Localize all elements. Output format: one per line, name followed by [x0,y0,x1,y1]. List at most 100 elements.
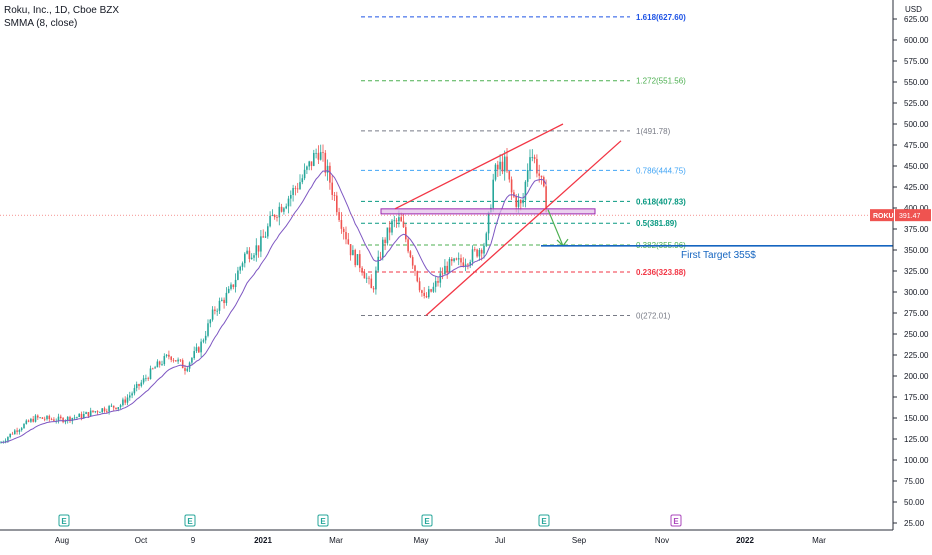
candle-body [446,265,448,273]
candle-body [257,245,260,252]
candle-body [467,264,469,266]
candle-body [499,161,501,170]
candle-body [237,270,239,280]
drawings[interactable]: First Target 355$ [0,123,893,317]
price-tick-label: 600.00 [904,36,929,45]
candle-body [198,347,200,353]
candle-body [57,416,60,421]
candle-body [214,309,216,311]
candle-body [338,212,340,221]
candle-body [448,259,451,273]
candle-body [398,217,400,222]
candle-body [453,258,455,262]
candle-body [455,258,458,260]
candle-body [522,199,524,204]
earnings-marker-label: E [187,517,193,526]
candle-body [538,173,540,176]
fib-level-label: 1(491.78) [636,127,671,136]
candle-body [508,171,511,180]
earnings-marker-label: E [424,517,430,526]
price-tick-label: 250.00 [904,330,929,339]
candle-body [423,292,425,296]
fib-level-label: 0.5(381.89) [636,219,677,228]
candle-body [161,364,163,365]
candle-body [506,156,508,172]
time-tick-label: May [413,536,428,545]
time-tick-label: Oct [135,536,148,545]
candle-body [234,279,237,288]
candle-body [78,413,80,418]
candle-body [524,181,527,200]
candle-body [126,397,129,403]
candle-body [317,152,320,160]
candle-body [124,399,126,403]
candle-body [347,239,350,245]
candle-body [7,437,9,441]
candle-body [345,232,347,240]
candle-body [110,405,113,407]
candle-body [149,368,152,379]
smma-series [0,170,547,443]
candle-body [9,433,11,438]
price-tick-label: 175.00 [904,393,929,402]
candle-body [533,157,536,159]
candle-body [349,244,352,256]
candle-body [287,198,290,207]
candle-body [46,415,48,420]
candle-body [437,281,439,283]
price-tick-label: 375.00 [904,225,929,234]
candle-body [342,228,345,233]
price-tick-label: 575.00 [904,57,929,66]
candle-body [39,417,41,419]
candle-body [531,157,534,158]
price-axis[interactable]: 625.00 600.00 575.00 550.00 525.00 500.00 475.… [0,0,931,531]
candle-body [379,256,382,258]
candle-body [92,410,94,412]
price-tick-label: 150.00 [904,414,929,423]
price-tick-label: 200.00 [904,372,929,381]
candle-body [209,319,212,324]
candle-body [200,341,202,353]
candle-body [99,412,101,413]
candle-body [278,206,281,218]
candle-body [168,354,170,357]
candle-body [377,256,379,271]
time-tick-label: 2022 [736,536,754,545]
candle-body [471,249,474,262]
candle-body [485,233,488,246]
candle-body [370,278,373,289]
candle-body [329,165,331,183]
indicator-title[interactable]: SMMA (8, close) [4,18,78,29]
candle-body [64,420,67,423]
candle-body [393,220,396,222]
candle-body [244,253,246,264]
candle-body [363,272,366,279]
candle-body [356,254,359,266]
candle-body [384,239,386,244]
candle-body [87,412,90,417]
candle-body [108,406,110,412]
candle-body [133,388,136,394]
candle-body [319,152,322,160]
candle-body [0,442,2,444]
candle-body [175,360,177,362]
candle-body [165,354,168,357]
time-tick-label: Nov [655,536,669,545]
candle-body [239,266,241,271]
candle-body [262,236,264,238]
down-arrow-shaft [547,209,564,247]
candle-body [142,378,145,383]
symbol-title[interactable]: Roku, Inc., 1D, Cboe BZX [4,5,120,16]
candlestick-series [0,144,547,444]
candle-body [179,359,182,361]
candle-body [439,273,442,283]
candle-body [324,152,327,173]
candle-body [181,360,184,369]
fib-level-label: 1.272(551.56) [636,77,686,86]
candle-body [462,262,465,267]
candle-body [96,411,99,413]
time-axis[interactable]: Aug Oct 9 2021 Mar May Jul Sep Nov 2022 Mar [55,536,826,545]
